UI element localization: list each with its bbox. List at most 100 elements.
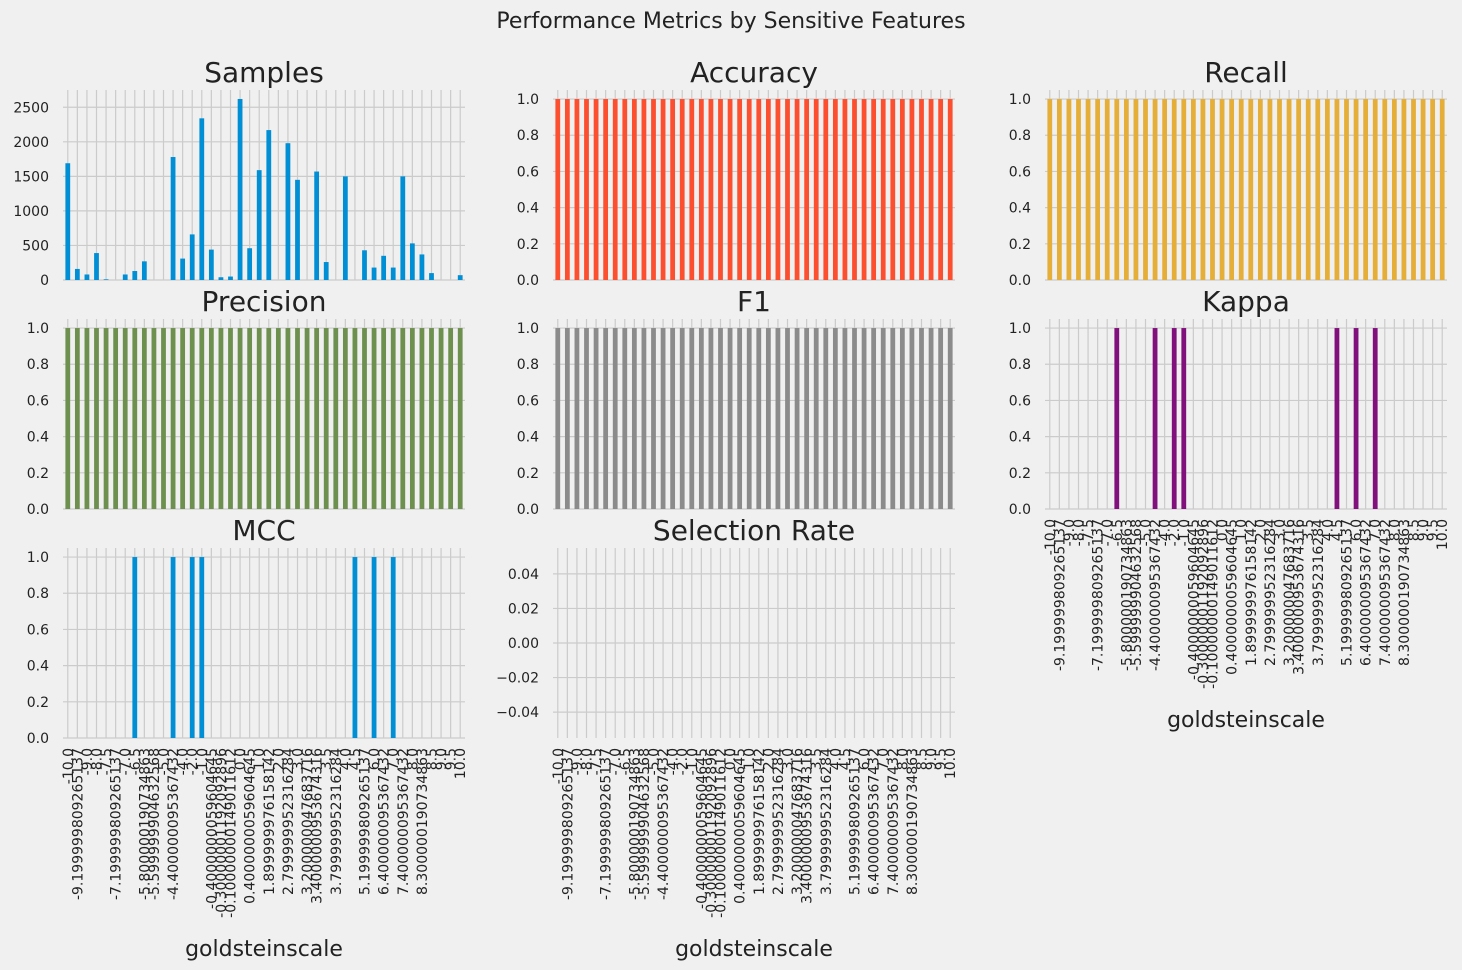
y-tick-label: 0.6 (1009, 164, 1031, 180)
bar (1411, 99, 1416, 280)
bar (1181, 328, 1187, 509)
y-tick-label: 0.00 (508, 636, 539, 652)
x-tick-label: -5.0 (1139, 519, 1155, 546)
bar (1114, 99, 1120, 280)
bar (457, 328, 463, 509)
bar (622, 328, 628, 509)
bar (775, 99, 781, 280)
bar (74, 268, 80, 280)
bar (103, 328, 109, 509)
x-tick-label: -7.0 (118, 748, 134, 775)
x-tick-label: -8.0 (90, 748, 106, 775)
bar (189, 328, 195, 509)
y-tick-label: 0.4 (517, 430, 539, 446)
y-tick-label: 0 (40, 273, 49, 289)
x-tick-label: 0.4000000059604645 (1225, 519, 1241, 675)
bar (1162, 99, 1168, 280)
bar (122, 328, 128, 509)
y-tick-label: 0.6 (517, 164, 539, 180)
x-tick-label: -7.0 (608, 748, 624, 775)
bar (448, 328, 454, 509)
x-axis-label: goldsteinscale (185, 937, 343, 962)
bar (314, 328, 320, 509)
bar (1334, 328, 1340, 509)
x-tick-label: 8.300000190734863 (415, 748, 431, 895)
x-tick-label: 7.400000095367432 (1378, 519, 1394, 666)
bar (842, 328, 848, 509)
bar (823, 99, 829, 280)
y-tick-label: 0.8 (1009, 357, 1031, 373)
x-tick-label: -4.0 (176, 748, 192, 775)
bar (1219, 99, 1225, 280)
bar (1152, 99, 1158, 280)
x-tick-label: 3.799999952316284 (819, 748, 835, 895)
y-tick-label: 1500 (13, 169, 49, 185)
y-tick-label: 0.8 (27, 357, 49, 373)
bar (132, 557, 138, 738)
bar (880, 99, 886, 280)
bar (861, 328, 867, 509)
x-tick-label: 9.0 (924, 748, 940, 770)
x-tick-label: -6.5 (128, 748, 144, 775)
bar (256, 170, 262, 280)
y-tick-label: 0.04 (508, 567, 539, 583)
bar (1353, 328, 1359, 509)
x-tick-label: 3.799999952316284 (329, 748, 345, 895)
bar (1085, 99, 1091, 280)
x-tick-label: -7.5 (99, 748, 115, 775)
x-tick-label: -0.30000001192092896 (1196, 519, 1212, 689)
bar (170, 328, 176, 509)
x-tick-label: 1.899999976158142 (752, 748, 768, 895)
y-tick-label: 500 (22, 238, 49, 254)
bar (1344, 99, 1349, 280)
bar (584, 328, 589, 509)
x-tick-label: 4.5 (348, 748, 364, 770)
x-tick-label: -5.599999904632568 (637, 748, 653, 900)
x-axis-label: goldsteinscale (1167, 708, 1325, 733)
bar (371, 267, 377, 280)
subplot-f1: 0.0 0.2 0.4 0.6 0.8 1.0 F1 (517, 285, 955, 518)
subplot-kappa: 0.0 0.2 0.4 0.6 0.8 1.0 Kappa -10.0-9.199999809… (1009, 285, 1451, 733)
bar (746, 99, 752, 280)
bar (765, 328, 771, 509)
x-tick-label: 8.300000190734863 (1397, 519, 1413, 666)
x-tick-label: 6.0 (367, 748, 383, 770)
bar (938, 328, 944, 509)
bar (603, 99, 609, 280)
x-tick-label: 3.5 (1301, 519, 1317, 541)
y-tick-label: 0.0 (517, 502, 539, 518)
bar (295, 179, 300, 280)
bar (679, 99, 685, 280)
bar (584, 99, 589, 280)
bar (737, 99, 743, 280)
bar (947, 328, 953, 509)
x-tick-label: -6.5 (618, 748, 634, 775)
bar (1238, 99, 1244, 280)
subplot-title: Accuracy (690, 56, 818, 89)
subplot-title: Samples (204, 56, 324, 89)
subplot-title: Kappa (1202, 285, 1290, 318)
bar (679, 328, 685, 509)
bar (574, 328, 580, 509)
x-tick-label: 3.5 (809, 748, 825, 770)
bar (718, 99, 723, 280)
bar (564, 328, 570, 509)
x-tick-label: 2.0 (271, 748, 287, 770)
bar (832, 328, 838, 509)
x-tick-label: 8.5 (1407, 519, 1423, 541)
bar (1143, 99, 1148, 280)
bar (641, 328, 647, 509)
bar (352, 328, 358, 509)
x-tick-label: -1.0 (1177, 519, 1193, 546)
y-tick-label: 0.2 (1009, 237, 1031, 253)
bar (381, 255, 387, 280)
bar (871, 328, 877, 509)
x-tick-label: 3.200000047683716 (790, 748, 806, 895)
x-tick-label: 9.0 (1416, 519, 1432, 541)
bar (390, 328, 396, 509)
bar (295, 328, 300, 509)
bar (1401, 99, 1407, 280)
bar (813, 99, 819, 280)
x-tick-label: -9.199999809265137 (1052, 519, 1068, 671)
